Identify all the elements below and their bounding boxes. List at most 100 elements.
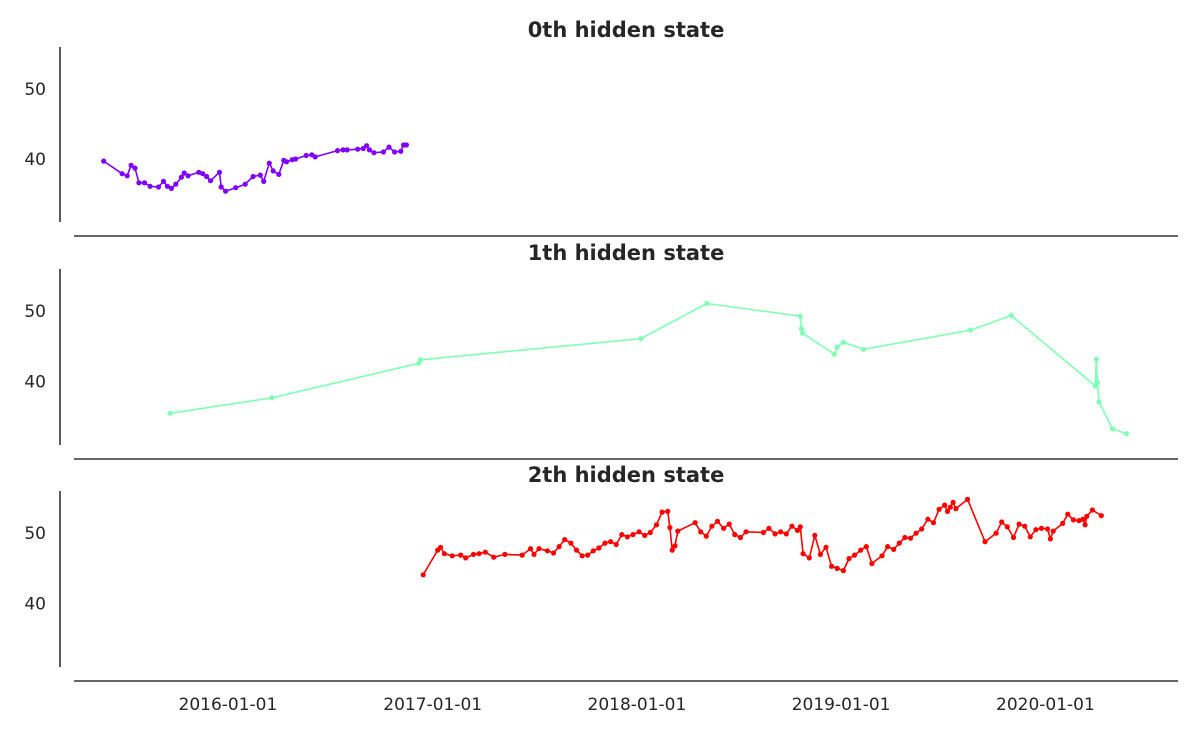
data-point bbox=[1065, 511, 1071, 517]
data-point bbox=[218, 184, 224, 190]
data-point bbox=[812, 532, 818, 539]
data-point bbox=[675, 528, 681, 534]
data-point bbox=[1076, 518, 1082, 524]
data-point bbox=[669, 547, 675, 553]
panel-1: 1th hidden state 40 50 bbox=[24, 241, 1178, 460]
data-point bbox=[863, 544, 869, 550]
data-point bbox=[789, 523, 795, 529]
data-point bbox=[136, 180, 142, 186]
data-point bbox=[223, 188, 229, 194]
data-point bbox=[800, 551, 806, 557]
data-point bbox=[982, 539, 988, 545]
panel-2: 2th hidden state 40 50 bbox=[24, 463, 1178, 682]
data-point bbox=[303, 152, 309, 159]
data-point bbox=[823, 544, 829, 550]
data-point bbox=[806, 555, 812, 561]
data-point bbox=[743, 529, 749, 535]
y-tick-label: 50 bbox=[24, 524, 46, 544]
data-point bbox=[737, 534, 744, 541]
data-point bbox=[141, 180, 148, 186]
data-point bbox=[624, 534, 631, 540]
data-point bbox=[642, 532, 648, 539]
data-point bbox=[340, 147, 346, 153]
data-point bbox=[714, 518, 721, 524]
data-point bbox=[630, 532, 636, 538]
data-point bbox=[831, 351, 838, 357]
data-point bbox=[155, 184, 162, 190]
data-point bbox=[636, 529, 642, 535]
data-point bbox=[885, 544, 891, 550]
data-point bbox=[590, 548, 596, 554]
y-tick-label: 40 bbox=[24, 373, 46, 393]
panel-title: 0th hidden state bbox=[528, 18, 725, 42]
data-point bbox=[647, 529, 653, 536]
data-point bbox=[441, 551, 447, 557]
data-point bbox=[482, 549, 488, 555]
data-point bbox=[834, 565, 840, 572]
data-point bbox=[168, 185, 174, 191]
data-point bbox=[124, 173, 130, 179]
data-point bbox=[1033, 527, 1039, 533]
data-point bbox=[1022, 523, 1028, 529]
data-point bbox=[1008, 312, 1014, 319]
data-point bbox=[944, 508, 951, 514]
data-point bbox=[993, 530, 999, 536]
data-point bbox=[942, 502, 948, 508]
x-tick-label: 2020-01-01 bbox=[996, 695, 1095, 715]
data-point bbox=[665, 508, 671, 514]
data-point bbox=[817, 551, 824, 558]
data-point bbox=[380, 149, 386, 155]
data-point bbox=[891, 546, 897, 553]
data-point bbox=[672, 543, 678, 549]
data-point bbox=[913, 530, 919, 536]
data-point bbox=[185, 173, 191, 179]
data-point bbox=[398, 148, 404, 154]
data-point bbox=[204, 173, 210, 180]
data-point bbox=[284, 159, 290, 165]
data-point bbox=[692, 520, 698, 526]
data-point bbox=[312, 154, 318, 160]
data-point bbox=[925, 516, 931, 522]
data-point bbox=[1050, 528, 1056, 534]
data-point bbox=[732, 532, 738, 538]
data-point bbox=[1098, 513, 1104, 519]
data-point bbox=[794, 527, 801, 534]
data-point bbox=[266, 160, 272, 166]
data-point bbox=[417, 357, 423, 363]
data-point bbox=[1096, 399, 1102, 405]
data-point bbox=[119, 171, 125, 177]
data-point bbox=[1123, 431, 1130, 437]
data-point bbox=[869, 560, 875, 567]
data-point bbox=[276, 171, 282, 177]
data-point bbox=[783, 531, 789, 537]
panel-title: 2th hidden state bbox=[528, 463, 725, 487]
data-point bbox=[476, 551, 482, 557]
data-point bbox=[585, 552, 591, 558]
data-point bbox=[242, 181, 248, 187]
x-tick-label: 2017-01-01 bbox=[383, 695, 482, 715]
data-point bbox=[200, 171, 206, 177]
data-point bbox=[1010, 534, 1017, 541]
data-point bbox=[798, 326, 805, 332]
data-point bbox=[1094, 379, 1100, 385]
data-point bbox=[778, 529, 784, 535]
data-point bbox=[698, 529, 704, 535]
x-tick-label: 2019-01-01 bbox=[792, 695, 891, 715]
data-point bbox=[556, 544, 562, 550]
data-point bbox=[528, 546, 534, 552]
data-point bbox=[181, 170, 187, 176]
data-point bbox=[458, 552, 464, 558]
data-point bbox=[1109, 426, 1116, 432]
data-point bbox=[147, 183, 153, 189]
data-point bbox=[902, 534, 908, 541]
data-point bbox=[965, 496, 971, 502]
panel-title: 1th hidden state bbox=[528, 241, 725, 265]
data-point bbox=[799, 330, 806, 336]
data-point bbox=[579, 553, 585, 559]
data-point bbox=[896, 540, 902, 546]
data-point bbox=[834, 344, 840, 350]
data-point bbox=[638, 336, 644, 342]
data-point bbox=[270, 168, 276, 174]
data-point bbox=[608, 539, 614, 545]
data-point bbox=[491, 554, 497, 560]
